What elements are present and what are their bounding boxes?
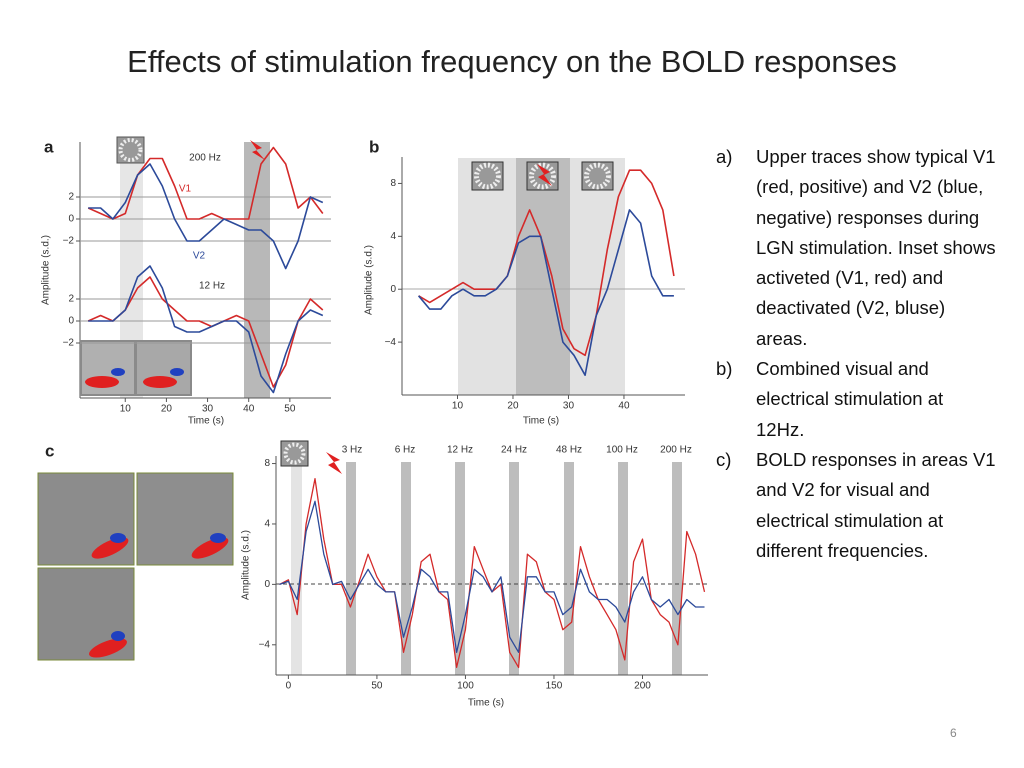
note-text: Combined visual and electrical stimulati… bbox=[756, 358, 944, 440]
series-line bbox=[88, 163, 324, 270]
note: b) Combined visual and electrical stimula… bbox=[716, 354, 1006, 445]
stim-band bbox=[291, 456, 302, 675]
y-tick-label: 0 bbox=[68, 214, 74, 225]
panel-label: a bbox=[44, 137, 54, 156]
y-axis-label: Amplitude (s.d.) bbox=[41, 235, 52, 305]
series-line bbox=[279, 500, 705, 653]
activation bbox=[85, 376, 119, 388]
deactivation bbox=[111, 368, 125, 376]
annotation: 3 Hz bbox=[342, 445, 363, 456]
x-tick-label: 100 bbox=[457, 681, 474, 692]
stimulus-icon bbox=[529, 162, 556, 190]
deactivation bbox=[210, 533, 226, 543]
y-tick-label: 0 bbox=[390, 284, 396, 295]
panel-label: c bbox=[45, 441, 54, 460]
x-tick-label: 10 bbox=[452, 401, 464, 412]
stim-band bbox=[672, 462, 682, 675]
x-tick-label: 150 bbox=[546, 681, 563, 692]
x-axis-label: Time (s) bbox=[523, 416, 559, 427]
annotation: V1 bbox=[179, 184, 192, 195]
y-tick-label: 0 bbox=[68, 316, 74, 327]
y-tick-label: −4 bbox=[259, 639, 271, 650]
x-axis-label: Time (s) bbox=[188, 416, 224, 427]
note-text: Upper traces show typical V1 (red, posit… bbox=[756, 146, 996, 349]
activation bbox=[89, 638, 127, 658]
activation bbox=[143, 376, 177, 388]
stim-band bbox=[509, 462, 519, 675]
panel-label: b bbox=[369, 137, 379, 156]
annotation: 200 Hz bbox=[660, 445, 692, 456]
x-tick-label: 50 bbox=[371, 681, 383, 692]
note-label: a) bbox=[716, 146, 733, 167]
x-axis-label: Time (s) bbox=[468, 698, 504, 709]
page-number: 6 bbox=[950, 726, 957, 740]
series-line bbox=[417, 209, 674, 376]
stim-band bbox=[564, 462, 574, 675]
brain-image bbox=[37, 472, 135, 566]
x-tick-label: 0 bbox=[286, 681, 292, 692]
annotation: 48 Hz bbox=[556, 445, 582, 456]
stim-band bbox=[455, 462, 465, 675]
x-tick-label: 200 bbox=[634, 681, 651, 692]
y-tick-label: 8 bbox=[390, 178, 396, 189]
y-axis-label: Amplitude (s.d.) bbox=[241, 530, 252, 600]
stimulus-icon bbox=[283, 442, 306, 465]
y-tick-label: 2 bbox=[68, 294, 74, 305]
x-tick-label: 40 bbox=[618, 401, 630, 412]
note: c) BOLD responses in areas V1 and V2 for … bbox=[716, 445, 1006, 566]
y-tick-label: 4 bbox=[264, 519, 270, 530]
y-tick-label: 8 bbox=[264, 458, 270, 469]
y-tick-label: −2 bbox=[63, 338, 75, 349]
y-tick-label: −4 bbox=[385, 337, 397, 348]
note-label: b) bbox=[716, 358, 733, 380]
annotation: 6 Hz bbox=[395, 445, 416, 456]
annotation: 200 Hz bbox=[189, 153, 221, 164]
stimulus-icon bbox=[584, 162, 611, 190]
deactivation bbox=[111, 631, 125, 641]
stimulus-icon bbox=[118, 138, 143, 162]
lightning bbox=[326, 452, 342, 474]
x-tick-label: 20 bbox=[161, 404, 173, 415]
note-text: BOLD responses in areas V1 and V2 for vi… bbox=[756, 448, 996, 561]
y-tick-label: 0 bbox=[264, 579, 270, 590]
lightning bbox=[250, 140, 265, 160]
slide-title: Effects of stimulation frequency on the … bbox=[127, 44, 897, 79]
x-tick-label: 50 bbox=[284, 404, 296, 415]
annotation: 24 Hz bbox=[501, 445, 527, 456]
series-line bbox=[418, 169, 675, 357]
stim-band bbox=[346, 462, 356, 675]
stim-band bbox=[120, 142, 143, 398]
annotation: 12 Hz bbox=[199, 281, 225, 292]
y-axis-label: Amplitude (s.d.) bbox=[364, 245, 375, 315]
series-line bbox=[88, 265, 324, 394]
y-tick-label: −2 bbox=[63, 236, 75, 247]
deactivation bbox=[170, 368, 184, 376]
stim-band bbox=[401, 462, 411, 675]
note: a) Upper traces show typical V1 (red, pos… bbox=[716, 142, 1006, 354]
x-tick-label: 10 bbox=[120, 404, 132, 415]
annotation: V2 bbox=[193, 251, 206, 262]
note-label: c) bbox=[716, 448, 732, 470]
x-tick-label: 20 bbox=[507, 401, 519, 412]
stim-band bbox=[516, 158, 570, 395]
notes: a) Upper traces show typical V1 (red, pos… bbox=[716, 142, 1006, 566]
y-tick-label: 2 bbox=[68, 192, 74, 203]
series-line bbox=[279, 478, 706, 669]
x-tick-label: 40 bbox=[243, 404, 255, 415]
series-line bbox=[87, 146, 324, 220]
deactivation bbox=[110, 533, 126, 543]
x-tick-label: 30 bbox=[563, 401, 575, 412]
x-tick-label: 30 bbox=[202, 404, 214, 415]
stimulus-icon bbox=[474, 162, 501, 190]
y-tick-label: 4 bbox=[390, 231, 396, 242]
annotation: 100 Hz bbox=[606, 445, 638, 456]
annotation: 12 Hz bbox=[447, 445, 473, 456]
stim-band bbox=[618, 462, 628, 675]
